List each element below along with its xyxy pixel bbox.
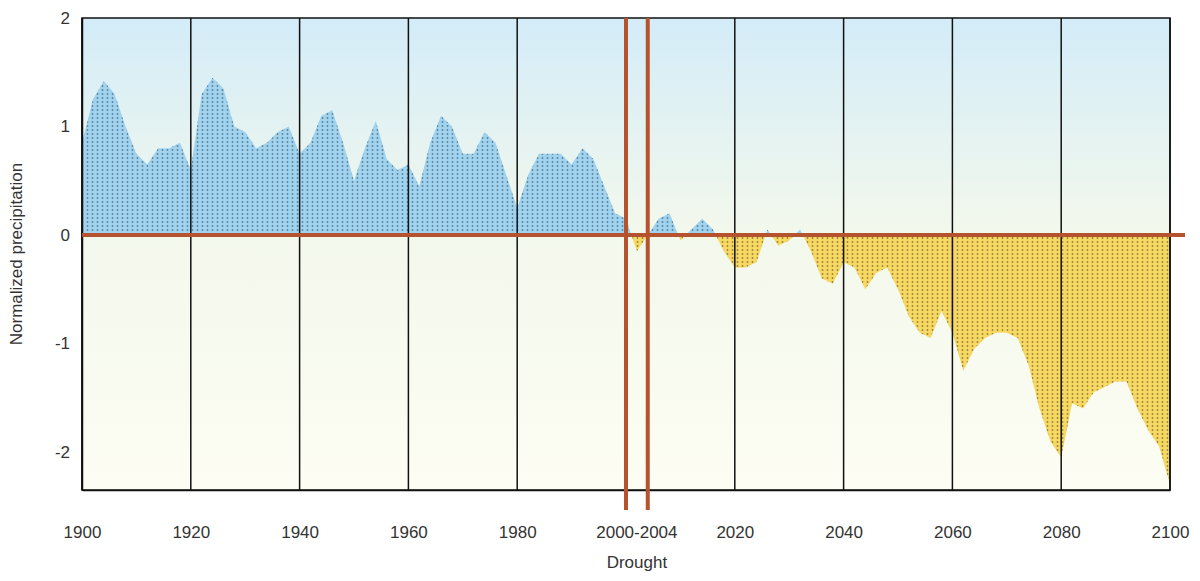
grid-line <box>190 18 192 490</box>
grid-line <box>1060 18 1062 490</box>
y-tick-label: 0 <box>61 226 70 245</box>
x-tick: 1980 <box>499 490 537 542</box>
y-tick-label: -2 <box>55 443 70 462</box>
y-tick: 2 <box>61 9 82 28</box>
x-tick-label: 1920 <box>172 523 210 542</box>
grid-line <box>408 18 410 490</box>
x-tick-label: 2060 <box>934 523 972 542</box>
x-tick: 2080 <box>1043 490 1081 542</box>
y-tick-label: 1 <box>61 117 70 136</box>
y-tick-label: -1 <box>55 334 70 353</box>
x-tick: 1900 <box>64 490 102 542</box>
x-tick-label: 1940 <box>281 523 319 542</box>
y-tick-label: 2 <box>61 9 70 28</box>
x-tick-label: 1980 <box>499 523 537 542</box>
x-axis-title: Drought <box>607 553 668 572</box>
y-axis-line <box>82 19 84 491</box>
y-axis: 2 1 0 -1 -2 <box>55 9 83 491</box>
x-tick-label: 2020 <box>716 523 754 542</box>
x-tick-label: 2080 <box>1043 523 1081 542</box>
highlight-line <box>646 18 650 510</box>
highlight-label: 2000-2004 <box>596 523 677 542</box>
zero-line <box>82 233 1185 237</box>
highlight-line <box>624 18 628 510</box>
y-axis-title: Normalized precipitation <box>7 163 26 345</box>
x-tick: 2100 <box>1152 490 1190 542</box>
grid-line <box>843 18 845 490</box>
x-tick: 1960 <box>390 490 428 542</box>
x-tick: 1920 <box>172 490 210 542</box>
x-tick: 2040 <box>825 490 863 542</box>
x-tick-label: 1960 <box>390 523 428 542</box>
y-tick: 1 <box>61 117 82 136</box>
y-tick: -1 <box>55 334 82 353</box>
grid-line <box>734 18 736 490</box>
grid-line <box>952 18 954 490</box>
y-tick: 0 <box>61 226 82 245</box>
x-tick-label: 2040 <box>825 523 863 542</box>
grid-line <box>299 18 301 490</box>
x-tick-label: 1900 <box>64 523 102 542</box>
x-tick-label: 2100 <box>1152 523 1190 542</box>
x-tick: 2020 <box>716 490 754 542</box>
grid-line <box>516 18 518 490</box>
y-tick: -2 <box>55 443 82 462</box>
x-tick: 2060 <box>934 490 972 542</box>
chart: 1900 1920 1940 1960 1980 2020 2040 2060 2080 2100… <box>0 0 1200 581</box>
x-tick: 1940 <box>281 490 319 542</box>
